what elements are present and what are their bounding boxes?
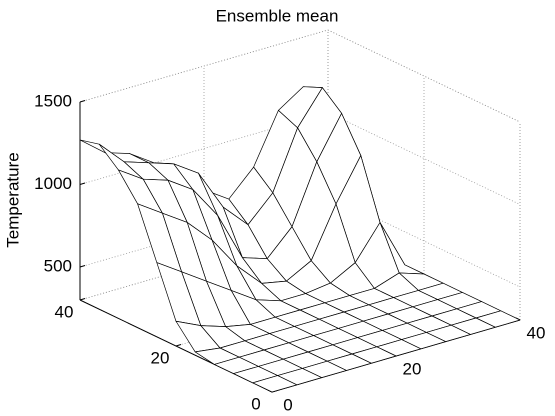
x-tick-label: 20 (403, 359, 422, 378)
grid-line (327, 112, 521, 205)
grid-line (79, 29, 329, 103)
z-tick (79, 100, 86, 103)
z-tick-label: 1000 (34, 174, 72, 193)
grid-line (327, 194, 521, 288)
z-tick-label: 1500 (34, 91, 72, 110)
y-tick-label: 0 (251, 394, 260, 413)
x-tick-label: 40 (527, 323, 546, 342)
chart-title: Ensemble mean (216, 6, 339, 25)
z-tick (79, 265, 86, 268)
grid-line (79, 112, 329, 185)
y-tick-label: 20 (151, 348, 170, 367)
z-axis-label: Temperature (3, 152, 22, 247)
grid-line (327, 29, 521, 123)
y-tick (79, 298, 86, 301)
z-tick (79, 182, 86, 185)
z-tick-label: 500 (44, 256, 72, 275)
y-tick (175, 344, 182, 347)
y-tick-label: 40 (55, 302, 74, 321)
surface-cell (252, 375, 298, 393)
x-tick-label: 0 (283, 395, 292, 414)
